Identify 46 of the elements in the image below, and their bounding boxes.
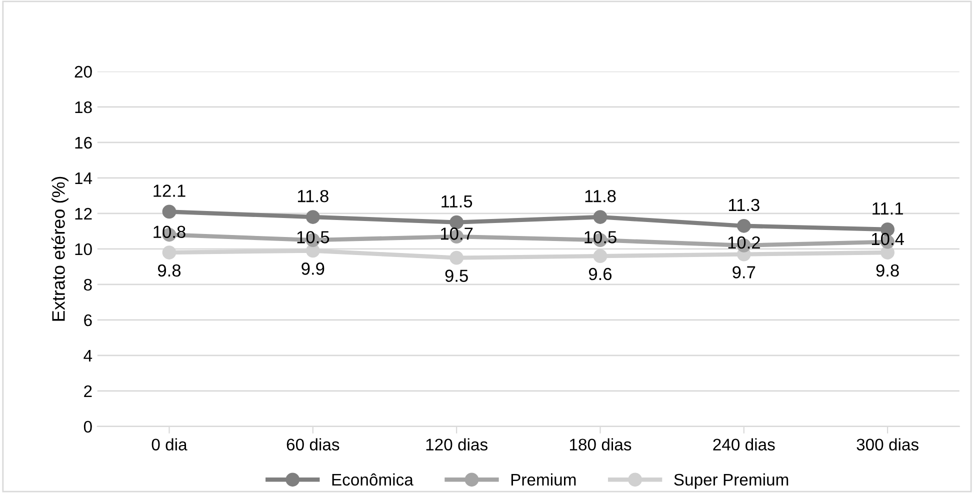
data-label: 10.4 [872,232,904,246]
point [593,249,608,264]
data-label: 12.1 [154,184,186,197]
data-label: 9.6 [588,268,612,280]
legend-label: Super Premium [674,473,788,489]
legend-label: Premium [511,473,576,486]
x-tick-label: 120 dias [426,438,488,450]
point [306,210,320,224]
x-tick-label: 60 dias [286,438,340,450]
data-label: 9.9 [302,262,324,275]
point [593,210,608,224]
data-label: 11.5 [442,195,472,208]
x-tick-label: 0 dia [152,438,188,450]
y-tick-label: 10 [75,243,92,256]
point [162,204,176,219]
x-tick-label: 300 dias [856,438,918,450]
y-axis-title: Extrato etéreo (%) [51,176,68,321]
x-tick-label: 180 dias [570,438,632,450]
y-tick-label: 4 [84,350,92,362]
y-tick-label: 0 [84,420,92,433]
data-label: 11.8 [585,190,616,202]
data-label: 11.3 [728,198,760,212]
data-label: 10.5 [297,231,330,244]
point [450,250,464,265]
data-label: 9.5 [445,270,468,282]
y-tick-label: 2 [84,385,92,397]
y-tick-label: 14 [75,172,92,184]
data-label: 10.5 [584,231,616,244]
data-label: 11.1 [872,202,903,214]
y-tick-label: 6 [84,314,92,326]
y-tick-label: 12 [75,208,92,220]
y-tick-label: 16 [75,136,92,149]
data-label: 9.7 [732,266,756,278]
point [162,246,176,260]
data-label: 10.8 [154,226,186,238]
x-tick-label: 240 dias [713,438,775,450]
legend-label: Econômica [332,473,414,486]
point [736,218,751,233]
y-tick-label: 8 [84,278,92,291]
data-label: 10.7 [440,228,473,240]
data-label: 11.8 [298,190,328,202]
data-label: 9.8 [158,264,181,277]
y-tick-label: 20 [74,66,92,78]
y-tick-label: 18 [75,101,92,114]
data-label: 9.8 [876,264,899,277]
data-label: 10.2 [728,236,760,249]
